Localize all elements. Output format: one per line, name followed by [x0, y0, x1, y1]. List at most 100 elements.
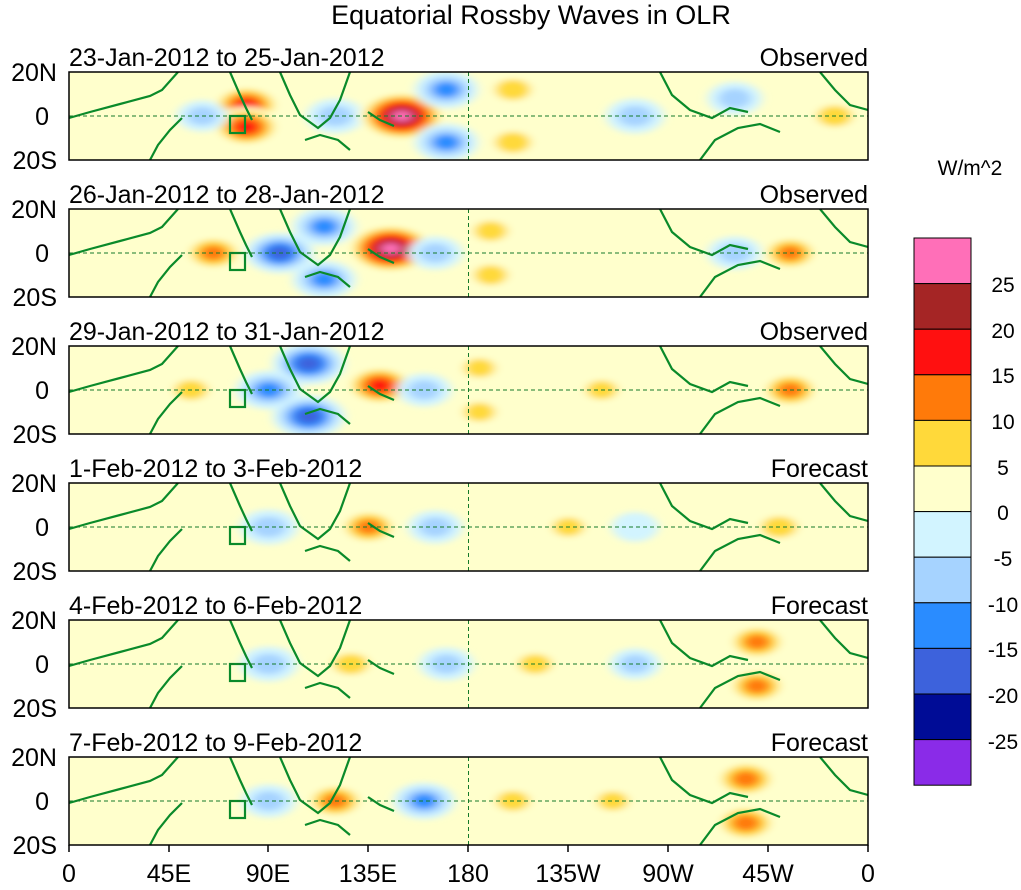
y-tick-0: 0	[35, 514, 49, 542]
colorbar-swatch	[913, 283, 972, 330]
colorbar-label: -10	[988, 594, 1018, 617]
olr-anomaly-contour	[611, 512, 659, 542]
panel-date-range: 7-Feb-2012 to 9-Feb-2012	[69, 729, 362, 757]
colorbar-swatch	[913, 739, 972, 786]
x-tick-180: 180	[447, 860, 489, 888]
colorbar-label: -15	[988, 639, 1018, 662]
panel-status: Observed	[760, 318, 868, 346]
colorbar-swatch	[913, 419, 972, 467]
y-tick-0: 0	[35, 103, 49, 131]
colorbar-label: 20	[991, 320, 1014, 343]
panel-frame	[68, 345, 869, 435]
olr-anomaly-contour	[355, 519, 382, 535]
panel-status: Observed	[760, 44, 868, 72]
olr-anomaly-contour	[432, 134, 460, 151]
olr-anomaly-contour	[617, 105, 653, 127]
x-tick-90w: 90W	[642, 860, 694, 888]
panel-2: 26-Jan-2012 to 28-Jan-2012 Observed 20N …	[11, 181, 869, 312]
colorbar-swatch	[913, 237, 972, 285]
coastline-overlay	[69, 72, 868, 160]
colorbar-label: 25	[991, 274, 1014, 297]
panel-frame	[68, 71, 869, 161]
coastline-overlay	[69, 209, 868, 297]
panel-status: Observed	[760, 181, 868, 209]
panel-status: Forecast	[771, 592, 868, 620]
y-tick-20s: 20S	[13, 558, 57, 586]
y-tick-0: 0	[35, 377, 49, 405]
colorbar-swatch	[913, 556, 972, 604]
colorbar-label: 5	[997, 457, 1009, 480]
olr-anomaly-contour	[619, 654, 651, 674]
panel-date-range: 26-Jan-2012 to 28-Jan-2012	[69, 181, 385, 209]
olr-anomaly-contour	[743, 634, 771, 650]
olr-anomaly-contour	[743, 678, 771, 694]
panel-status: Forecast	[771, 455, 868, 483]
olr-anomaly-contour	[495, 79, 531, 100]
olr-anomaly-contour	[380, 242, 401, 255]
y-tick-20n: 20N	[11, 607, 57, 635]
panel-frame	[68, 619, 869, 709]
y-tick-20s: 20S	[13, 284, 57, 312]
x-tick-45e: 45E	[147, 860, 191, 888]
y-tick-0: 0	[35, 788, 49, 816]
olr-anomaly-contour	[464, 358, 495, 378]
olr-anomaly-contour	[156, 512, 204, 542]
x-tick-45w: 45W	[742, 860, 794, 888]
olr-anomaly-contour	[407, 380, 441, 400]
olr-anomaly-contour	[310, 218, 338, 235]
colorbar-label: -20	[988, 685, 1018, 708]
y-tick-20n: 20N	[11, 59, 57, 87]
olr-anomaly-contour	[495, 132, 531, 153]
panel-3: 29-Jan-2012 to 31-Jan-2012 Observed 20N …	[11, 318, 869, 449]
y-tick-20n: 20N	[11, 196, 57, 224]
panel-date-range: 4-Feb-2012 to 6-Feb-2012	[69, 592, 362, 620]
y-tick-20s: 20S	[13, 421, 57, 449]
coastline-overlay	[69, 483, 868, 571]
y-tick-20s: 20S	[13, 695, 57, 723]
colorbar-label: -25	[988, 731, 1018, 754]
olr-anomaly-contour	[432, 81, 460, 98]
olr-anomaly-contour	[200, 245, 227, 261]
olr-anomaly-contour	[430, 654, 463, 674]
panel-1: 23-Jan-2012 to 25-Jan-2012 Observed 20N …	[11, 44, 869, 175]
panel-date-range: 29-Jan-2012 to 31-Jan-2012	[69, 318, 385, 346]
panel-4: 1-Feb-2012 to 3-Feb-2012 Forecast 20N 0 …	[11, 455, 869, 586]
panel-date-range: 23-Jan-2012 to 25-Jan-2012	[69, 44, 385, 72]
colorbar-swatch	[913, 693, 972, 741]
y-tick-0: 0	[35, 240, 49, 268]
colorbar-label: 10	[991, 411, 1014, 434]
x-tick-90e: 90E	[246, 860, 290, 888]
colorbar-swatch	[913, 602, 972, 649]
olr-anomaly-contour	[474, 221, 507, 241]
colorbar-swatch	[913, 511, 972, 558]
colorbar-swatch	[913, 465, 972, 513]
olr-anomaly-contour	[474, 265, 507, 285]
y-tick-20n: 20N	[11, 744, 57, 772]
olr-anomaly-contour	[296, 356, 321, 371]
x-tick-135w: 135W	[535, 860, 601, 888]
y-tick-20s: 20S	[13, 147, 57, 175]
panel-date-range: 1-Feb-2012 to 3-Feb-2012	[69, 455, 362, 483]
colorbar-swatch	[913, 647, 972, 695]
figure-title: Equatorial Rossby Waves in OLR	[331, 0, 731, 30]
coastline-overlay	[69, 346, 868, 434]
olr-anomaly-contour	[411, 793, 438, 809]
y-tick-20s: 20S	[13, 832, 57, 860]
x-tick-135e: 135E	[339, 860, 397, 888]
x-axis: 0 45E 90E 135E 180 135W 90W 45W 0	[62, 845, 875, 888]
x-tick-0: 0	[62, 860, 76, 888]
panel-status: Forecast	[771, 729, 868, 757]
olr-anomaly-contour	[296, 409, 321, 424]
colorbar-swatch	[913, 374, 972, 421]
olr-anomaly-contour	[718, 88, 751, 109]
y-tick-20n: 20N	[11, 470, 57, 498]
coastline-overlay	[69, 620, 868, 708]
panel-frame	[68, 208, 869, 298]
olr-anomaly-contour	[732, 770, 760, 788]
colorbar-label: 0	[997, 502, 1009, 525]
y-tick-20n: 20N	[11, 333, 57, 361]
colorbar-swatch	[913, 328, 972, 376]
colorbar: W/m^2 25 20 15 10 5 0 -5 -10 -15 -20 -25	[913, 157, 1018, 786]
colorbar-units: W/m^2	[938, 157, 1003, 180]
